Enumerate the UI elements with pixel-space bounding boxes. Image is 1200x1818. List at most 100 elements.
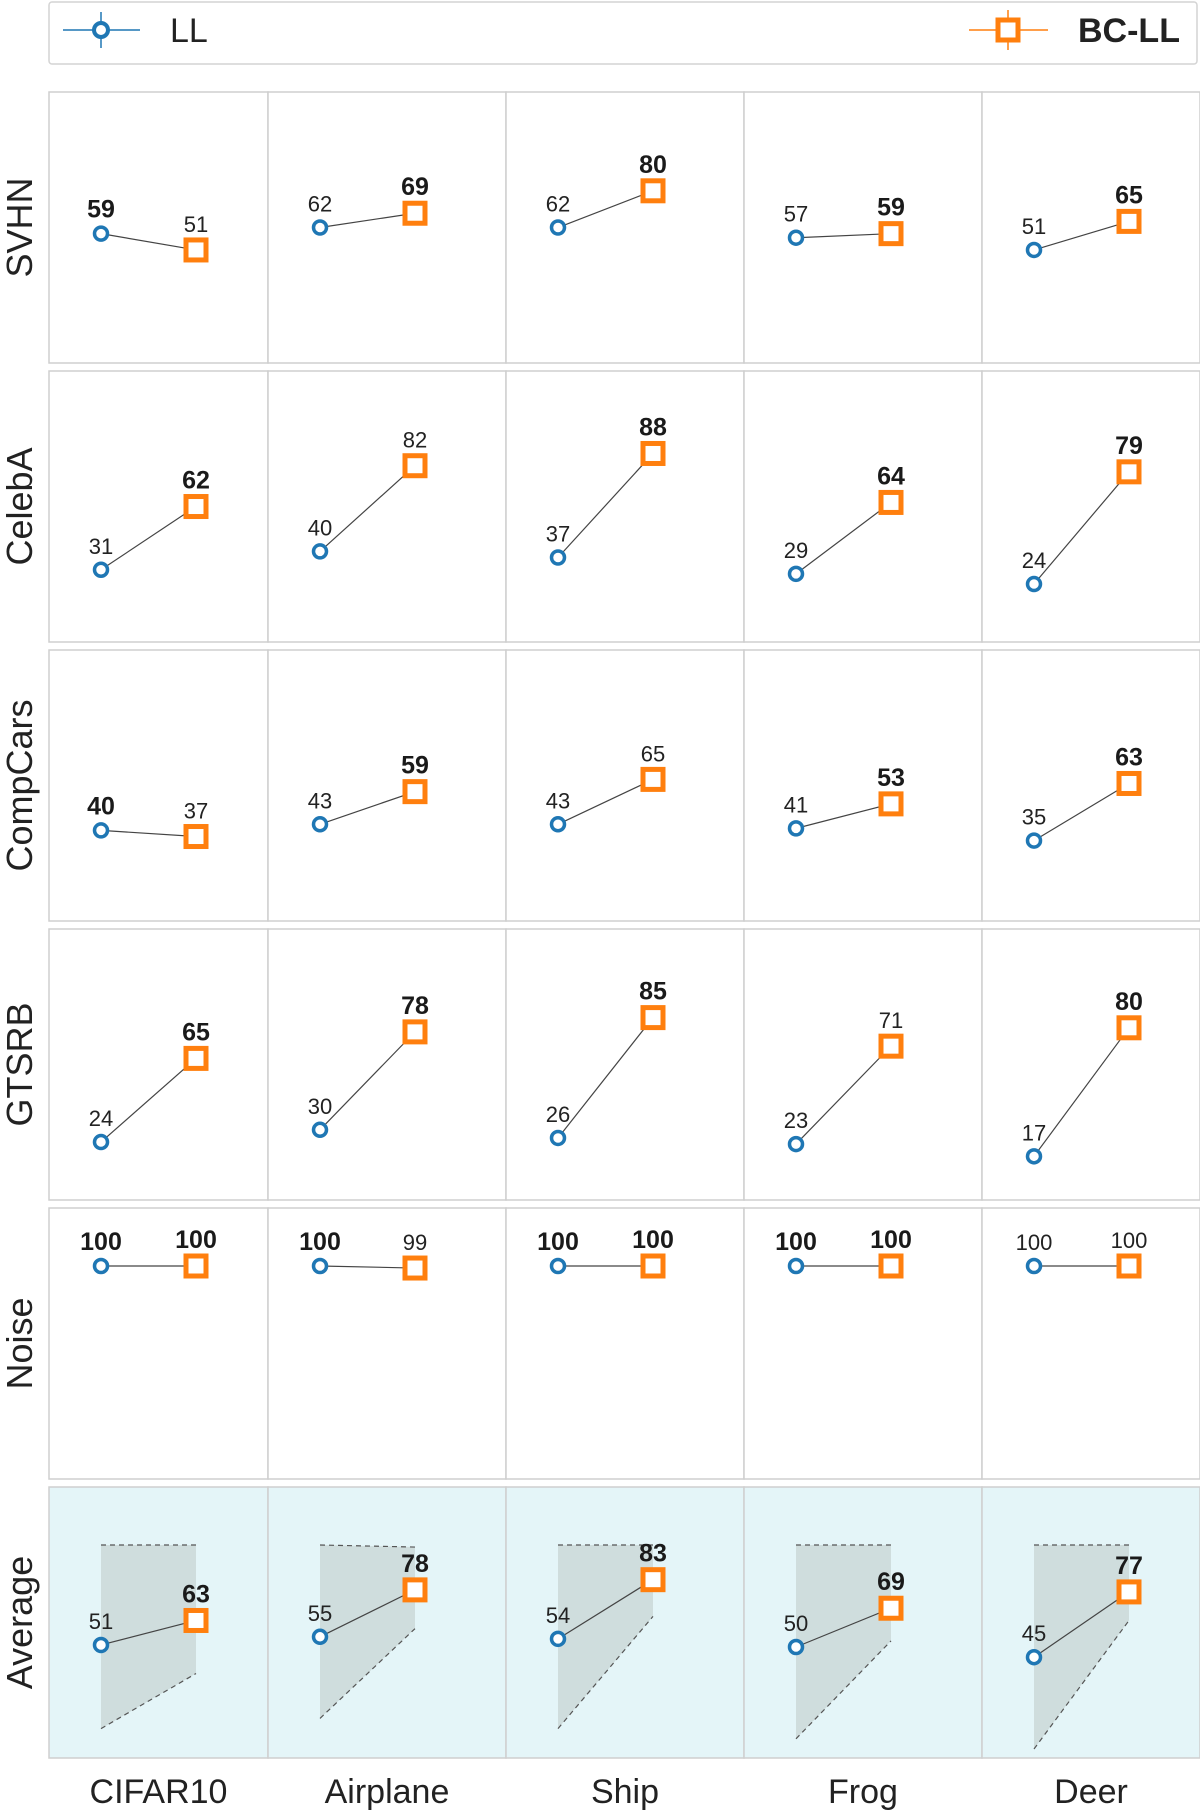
panel-frame — [267, 91, 507, 364]
panel-svhn-ship: 62 80 — [505, 91, 745, 364]
column-label-deer: Deer — [1054, 1773, 1128, 1811]
ll-value-label: 37 — [546, 522, 570, 547]
bcll-point — [640, 1567, 666, 1593]
bcll-point — [640, 440, 666, 466]
ll-value-label: 17 — [1022, 1120, 1046, 1145]
panel-frame — [48, 928, 269, 1201]
ll-point — [311, 1257, 329, 1275]
panel-frame — [505, 91, 745, 364]
legend-ll-marker — [63, 12, 140, 48]
panel-svhn-airplane: 62 69 — [267, 91, 507, 364]
connector-line — [557, 1017, 654, 1139]
panel-celeba-cifar10: 31 62 — [48, 370, 269, 643]
ll-point — [311, 219, 329, 236]
ll-point — [311, 816, 329, 833]
ll-point — [549, 816, 567, 833]
range-band-lower — [319, 1628, 416, 1719]
bcll-point — [1116, 770, 1142, 796]
ll-value-label: 51 — [89, 1609, 113, 1634]
bcll-point — [640, 178, 666, 204]
connector-line — [795, 501, 892, 575]
ll-point — [1025, 1257, 1043, 1275]
ll-value-label: 100 — [537, 1228, 579, 1256]
range-band — [1034, 1545, 1129, 1749]
connector-line — [319, 212, 416, 229]
bcll-value-label: 80 — [1115, 988, 1143, 1016]
panel-compcars-frog: 41 53 — [743, 649, 983, 922]
ll-point — [787, 820, 805, 837]
bcll-point — [878, 1033, 904, 1059]
bcll-value-label: 78 — [401, 992, 429, 1020]
bcll-value-label: 69 — [401, 173, 429, 201]
panel-frame — [743, 649, 983, 922]
ll-point — [549, 1257, 567, 1275]
ll-value-label: 31 — [89, 534, 113, 559]
bcll-value-label: 100 — [1111, 1228, 1148, 1253]
panel-frame — [981, 91, 1200, 364]
ll-value-label: 54 — [546, 1603, 570, 1628]
panel-frame — [743, 1207, 983, 1480]
ll-point — [787, 1135, 805, 1153]
ll-value-label: 100 — [1016, 1230, 1053, 1255]
ll-point — [92, 225, 110, 242]
connector-line — [100, 1057, 197, 1143]
ll-value-label: 41 — [784, 792, 808, 817]
bcll-value-label: 79 — [1115, 432, 1143, 460]
bcll-value-label: 88 — [639, 413, 667, 441]
bcll-value-label: 82 — [403, 428, 427, 453]
bcll-point — [183, 1253, 209, 1279]
legend-bcll-marker — [969, 10, 1048, 50]
range-band-lower — [100, 1673, 197, 1730]
panel-frame — [48, 1486, 269, 1759]
panel-frame — [743, 928, 983, 1201]
bcll-point — [878, 489, 904, 515]
ll-value-label: 29 — [784, 538, 808, 563]
connector-line — [100, 233, 197, 251]
bcll-value-label: 78 — [401, 1550, 429, 1578]
panel-noise-airplane: 100 99 — [267, 1207, 507, 1480]
bcll-value-label: 71 — [879, 1008, 903, 1033]
panel-average-airplane: 55 78 — [267, 1486, 507, 1759]
panel-frame — [505, 1207, 745, 1480]
ll-value-label: 43 — [546, 788, 570, 813]
bcll-value-label: 37 — [184, 799, 208, 824]
bcll-point — [640, 1005, 666, 1031]
ll-point — [787, 1257, 805, 1275]
panel-average-ship: 54 83 — [505, 1486, 745, 1759]
row-label-celeba: CelebA — [0, 447, 40, 565]
ll-point — [549, 219, 567, 236]
range-band — [101, 1545, 196, 1729]
connector-line — [795, 233, 892, 239]
ll-point — [1025, 1648, 1043, 1666]
ll-point — [92, 561, 110, 579]
ll-point — [549, 549, 567, 566]
panel-compcars-airplane: 43 59 — [267, 649, 507, 922]
legend-frame — [48, 1, 1198, 65]
panel-frame — [267, 649, 507, 922]
panel-average-frog: 50 69 — [743, 1486, 983, 1759]
bcll-point — [402, 779, 428, 805]
bcll-value-label: 51 — [184, 212, 208, 237]
ll-value-label: 59 — [87, 196, 115, 224]
ll-value-label: 100 — [299, 1228, 341, 1256]
bcll-point — [1116, 1015, 1142, 1041]
ll-value-label: 40 — [308, 515, 332, 540]
ll-value-label: 55 — [308, 1601, 332, 1626]
column-label-airplane: Airplane — [325, 1773, 450, 1811]
panel-celeba-ship: 37 88 — [505, 370, 745, 643]
panel-average-deer: 45 77 — [981, 1486, 1200, 1759]
panel-frame — [743, 91, 983, 364]
bcll-value-label: 63 — [182, 1580, 210, 1608]
panel-frame — [505, 928, 745, 1201]
panel-gtsrb-ship: 26 85 — [505, 928, 745, 1201]
bcll-value-label: 83 — [639, 1540, 667, 1568]
panel-frame — [48, 649, 269, 922]
panel-frame — [981, 370, 1200, 643]
connector-line — [319, 1589, 416, 1638]
ll-point — [1025, 1148, 1043, 1165]
bcll-point — [878, 1253, 904, 1279]
ll-value-label: 24 — [1022, 548, 1046, 573]
connector-line — [100, 1619, 197, 1646]
